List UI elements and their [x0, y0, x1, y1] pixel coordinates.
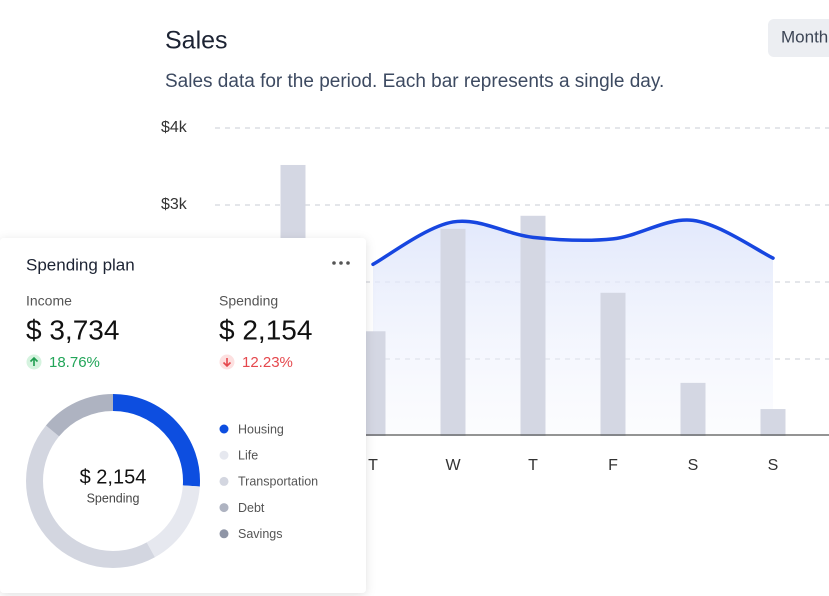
legend-swatch: [219, 476, 229, 486]
income-value: $ 3,734: [26, 314, 119, 345]
legend-swatch: [219, 529, 229, 539]
x-tick-label: F: [608, 457, 618, 474]
legend-label: Savings: [238, 527, 282, 541]
spending-change: 12.23%: [242, 354, 293, 371]
y-tick-label: $4k: [161, 119, 188, 136]
donut: [26, 394, 200, 568]
legend-swatch: [219, 450, 229, 460]
bar: [680, 382, 706, 436]
period-button[interactable]: [768, 19, 829, 57]
spending-label: Spending: [219, 293, 278, 309]
area: [373, 220, 773, 436]
legend-label: Life: [238, 448, 258, 462]
donut-segment: [26, 425, 155, 568]
spending-value: $ 2,154: [219, 314, 312, 345]
x-tick-label: T: [528, 457, 538, 474]
donut-segment: [146, 485, 200, 558]
donut-segment: [112, 394, 200, 487]
card-background: [0, 238, 366, 593]
y-tick-label: $3k: [161, 196, 188, 213]
legend-label: Housing: [238, 422, 284, 436]
up-arrow: [29, 356, 39, 366]
sales-subtitle: Sales data for the period. Each bar repr…: [165, 71, 664, 92]
x-tick-label: T: [368, 457, 378, 474]
legend-label: Debt: [238, 501, 265, 515]
bar: [600, 292, 626, 436]
menu-icon[interactable]: [332, 261, 350, 265]
trend-line: [371, 218, 775, 267]
legend-label: Transportation: [238, 475, 318, 489]
down-arrow: [222, 358, 232, 368]
x-tick-label: S: [688, 457, 699, 474]
spending-card: Spending plan Income $ 3,734 18.76% Spen…: [0, 238, 366, 593]
bar: [440, 228, 466, 436]
sales-title: Sales: [165, 27, 228, 55]
donut-center-value: $ 2,154: [80, 466, 147, 488]
income-change: 18.76%: [49, 354, 100, 371]
x-tick-label: S: [768, 457, 779, 474]
period-button-label[interactable]: Month: [781, 27, 828, 46]
bar: [520, 215, 546, 436]
legend: Housing Life Transportation Debt Savings: [219, 422, 318, 541]
x-tick-label: W: [445, 457, 461, 474]
donut-center-label: Spending: [87, 491, 140, 505]
legend-swatch: [219, 503, 229, 513]
bar: [760, 409, 786, 436]
legend-swatch: [219, 424, 229, 434]
donut-segment: [45, 394, 114, 437]
card-title: Spending plan: [26, 255, 135, 274]
income-label: Income: [26, 293, 72, 309]
